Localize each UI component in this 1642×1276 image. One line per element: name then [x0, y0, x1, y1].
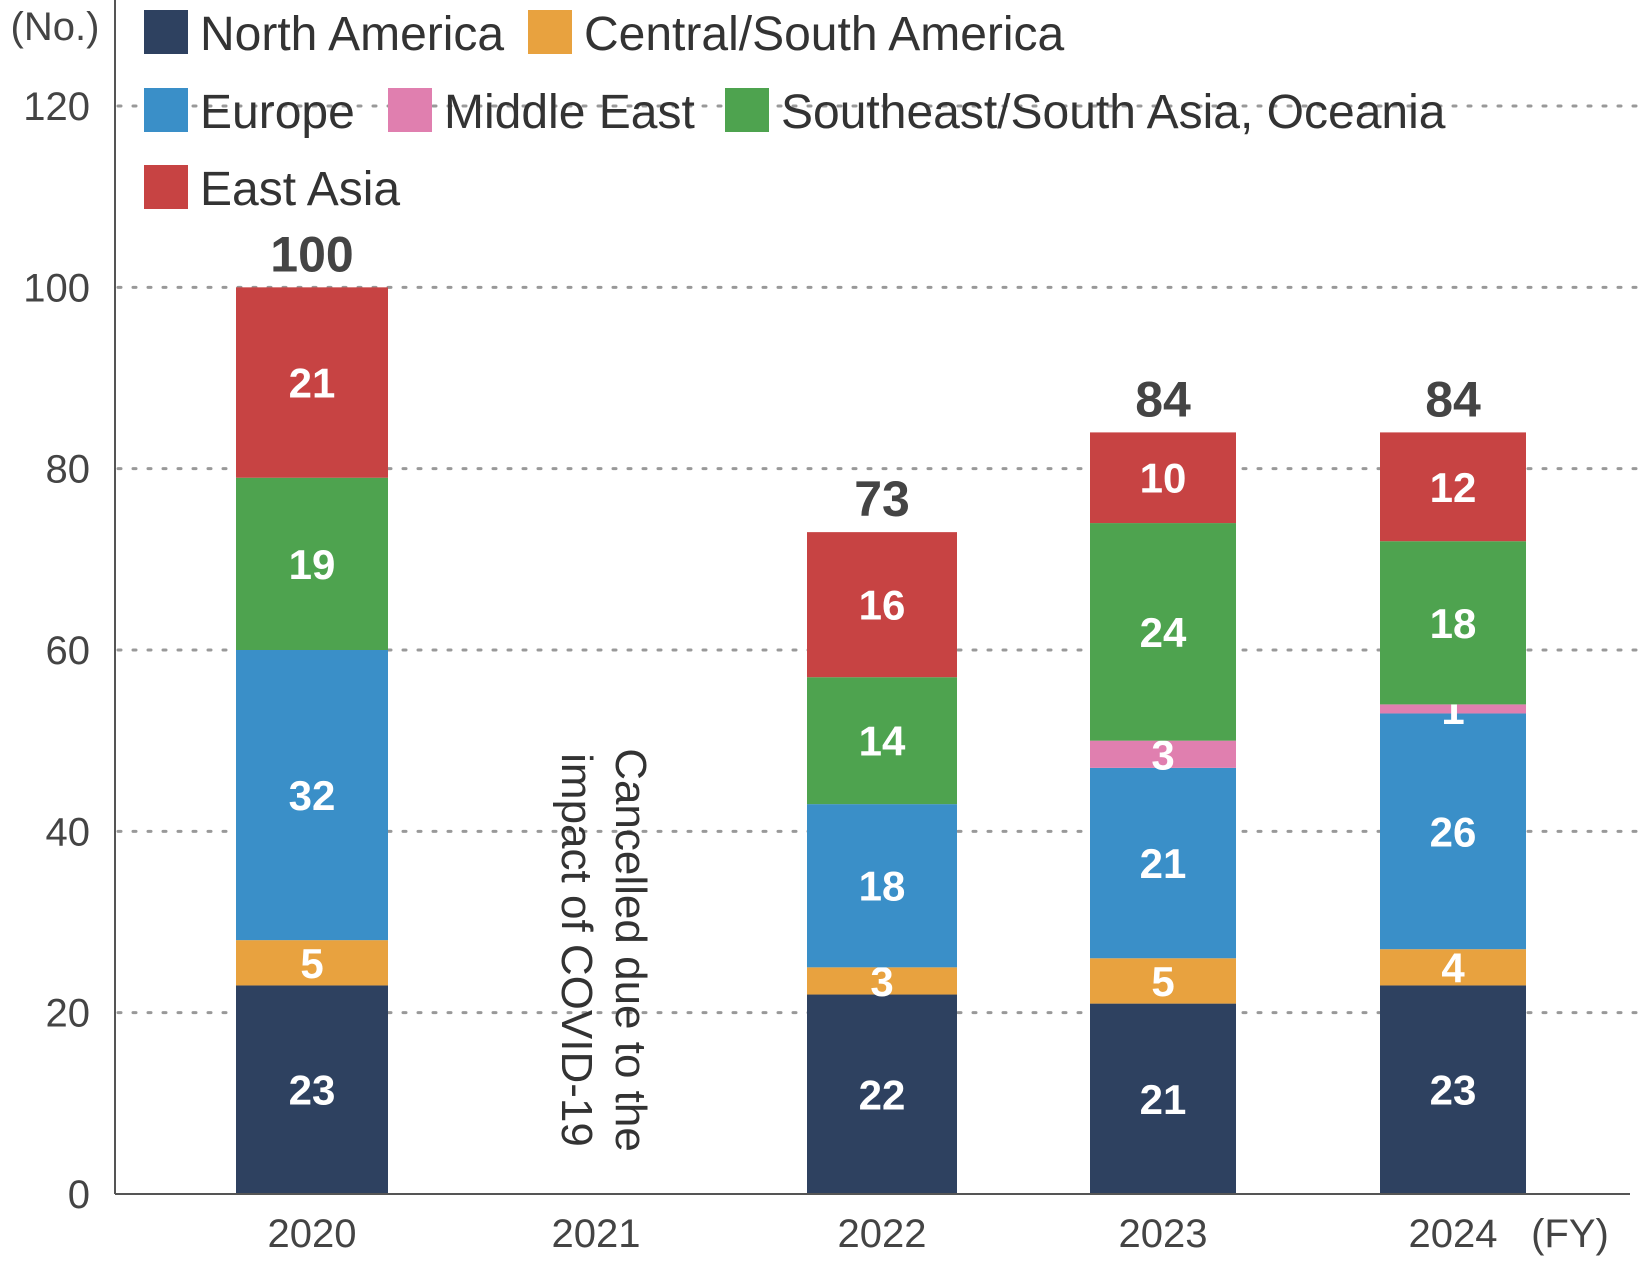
bar-segment-2020-0: [236, 985, 388, 1194]
y-tick-label: 20: [46, 992, 91, 1036]
legend: North America Central/South America Europe…: [144, 8, 1446, 216]
bar-segment-2023-4: [1090, 523, 1236, 741]
legend-swatch: [144, 88, 188, 132]
bar-segment-2022-1: [807, 967, 957, 995]
x-tick-label: 2020: [268, 1212, 357, 1256]
bar-segment-2020-4: [236, 477, 388, 650]
data-label: 21: [1140, 840, 1187, 887]
bar-segment-2023-5: [1090, 432, 1236, 524]
data-label: 4: [1441, 944, 1465, 991]
legend-label: East Asia: [200, 163, 400, 216]
data-label: 12: [1430, 464, 1477, 511]
bar-segment-2023-1: [1090, 958, 1236, 1004]
x-axis-ticks: 2020 2021 2022 2023 2024: [268, 1212, 1498, 1256]
data-label: 21: [1140, 1076, 1187, 1123]
y-tick-label: 100: [23, 266, 90, 310]
bar-segment-2023-0: [1090, 1003, 1236, 1194]
legend-label: Middle East: [444, 86, 695, 139]
bar-segment-2024-3: [1380, 704, 1526, 714]
legend-swatch: [725, 88, 769, 132]
data-label: 32: [289, 772, 336, 819]
data-label: 21: [289, 360, 336, 407]
data-label: 5: [1151, 958, 1174, 1005]
y-axis-unit: (No.): [11, 5, 100, 49]
bar-segment-2020-1: [236, 940, 388, 986]
data-label: 19: [289, 541, 336, 588]
total-label: 73: [854, 471, 910, 527]
y-tick-label: 120: [23, 85, 90, 129]
bar-segment-2022-5: [807, 532, 957, 678]
legend-swatch: [144, 165, 188, 209]
legend-swatch: [388, 88, 432, 132]
x-tick-label: 2024: [1409, 1212, 1498, 1256]
data-label: 23: [289, 1067, 336, 1114]
data-label: 22: [859, 1071, 906, 1118]
x-tick-label: 2022: [838, 1212, 927, 1256]
y-tick-label: 60: [46, 629, 91, 673]
y-tick-label: 0: [68, 1173, 90, 1217]
legend-label: North America: [200, 8, 504, 61]
x-tick-label: 2023: [1119, 1212, 1208, 1256]
data-label: 16: [859, 582, 906, 629]
bar-segment-2020-5: [236, 287, 388, 478]
data-label: 18: [859, 863, 906, 910]
total-label: 100: [270, 226, 353, 282]
data-label: 14: [859, 718, 906, 765]
bar-segment-2024-2: [1380, 713, 1526, 950]
data-label: 23: [1430, 1067, 1477, 1114]
bar-segment-2024-5: [1380, 432, 1526, 542]
bar-segment-2020-2: [236, 650, 388, 941]
legend-label: Central/South America: [584, 8, 1065, 61]
bar-segment-2024-1: [1380, 949, 1526, 986]
data-label: 3: [870, 958, 893, 1005]
legend-label: Southeast/South Asia, Oceania: [781, 86, 1446, 139]
bar-segment-2023-3: [1090, 740, 1236, 768]
y-tick-label: 40: [46, 810, 91, 854]
bar-segment-2022-2: [807, 804, 957, 968]
annotation-line: impact of COVID-19: [552, 753, 601, 1147]
legend-swatch: [528, 10, 572, 54]
y-axis-ticks: 0 20 40 60 80 100 120: [23, 85, 90, 1217]
legend-swatch: [144, 10, 188, 54]
x-tick-label: 2021: [552, 1212, 641, 1256]
bars: 23 5 32 19 21 100 22 3 18 14 16 73 21 5 21 3 24 10 84 23 4 26…: [236, 226, 1526, 1194]
data-label: 18: [1430, 600, 1477, 647]
bar-segment-2022-4: [807, 677, 957, 805]
data-label: 24: [1140, 609, 1187, 656]
bar-segment-2022-0: [807, 994, 957, 1194]
data-label: 5: [300, 940, 323, 987]
data-label: 3: [1151, 731, 1174, 778]
total-label: 84: [1425, 371, 1481, 427]
bar-segment-2024-4: [1380, 541, 1526, 705]
total-label: 84: [1135, 371, 1191, 427]
data-label: 10: [1140, 455, 1187, 502]
annotation-line: Cancelled due to the: [606, 748, 655, 1152]
data-label: 26: [1430, 808, 1477, 855]
legend-label: Europe: [200, 86, 355, 139]
y-tick-label: 80: [46, 448, 91, 492]
bar-segment-2024-0: [1380, 985, 1526, 1194]
x-axis-unit: (FY): [1531, 1212, 1609, 1256]
bar-segment-2023-2: [1090, 767, 1236, 959]
